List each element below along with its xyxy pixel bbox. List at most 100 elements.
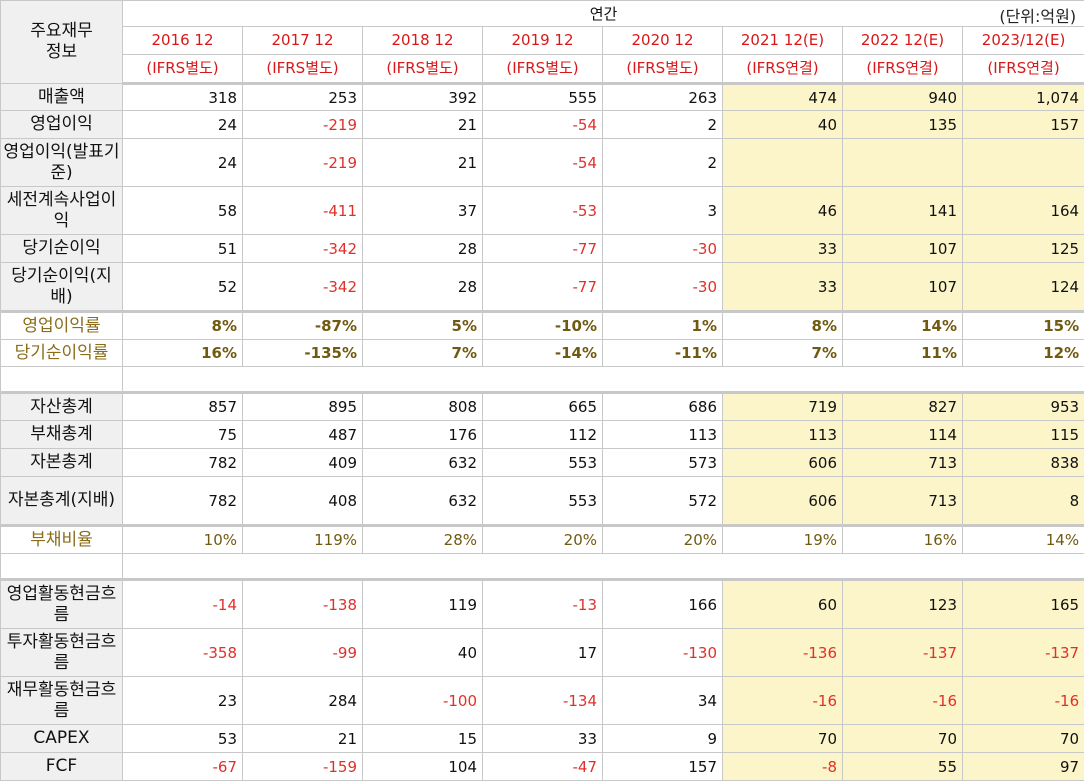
row-label: 자본총계(지배)	[1, 477, 123, 526]
cell-value: 606	[723, 449, 843, 477]
cell-value: -358	[123, 629, 243, 677]
cell-value: -14%	[483, 340, 603, 367]
cell-value: 97	[963, 753, 1084, 781]
cell-value: 75	[123, 421, 243, 449]
cell-value: 408	[243, 477, 363, 526]
spacer-row	[1, 554, 1084, 580]
cell-value: 12%	[963, 340, 1084, 367]
row-label: 투자활동현금흐름	[1, 629, 123, 677]
cell-value: 115	[963, 421, 1084, 449]
cell-value: -11%	[603, 340, 723, 367]
table-title-line2: 정보	[46, 42, 77, 62]
spacer-cell	[1, 554, 123, 580]
row-label: 재무활동현금흐름	[1, 677, 123, 725]
cell-value: 11%	[843, 340, 963, 367]
cell-value: -53	[483, 187, 603, 235]
unit-label: (단위:억원)	[999, 3, 1076, 27]
cell-value	[963, 139, 1084, 187]
period-basis-4: (IFRS별도)	[603, 55, 723, 84]
cell-value: 28	[363, 263, 483, 312]
cell-value: 665	[483, 393, 603, 421]
cell-value: -100	[363, 677, 483, 725]
cell-value: -14	[123, 580, 243, 629]
period-year-2: 2018 12	[363, 27, 483, 55]
cell-value: 119%	[243, 526, 363, 554]
cell-value: 165	[963, 580, 1084, 629]
cell-value: 28%	[363, 526, 483, 554]
cell-value: 7%	[723, 340, 843, 367]
cell-value: 114	[843, 421, 963, 449]
cell-value: 553	[483, 449, 603, 477]
annual-header: 연간 (단위:억원)	[123, 1, 1084, 27]
cell-value: 123	[843, 580, 963, 629]
cell-value: 1,074	[963, 84, 1084, 111]
period-basis-3: (IFRS별도)	[483, 55, 603, 84]
cell-value: 632	[363, 477, 483, 526]
cell-value: 107	[843, 235, 963, 263]
cell-value: 21	[363, 139, 483, 187]
cell-value: 2	[603, 139, 723, 187]
spacer-cell	[123, 554, 243, 580]
cell-value: -54	[483, 139, 603, 187]
cell-value: 719	[723, 393, 843, 421]
row-label: 매출액	[1, 84, 123, 111]
cell-value: 782	[123, 449, 243, 477]
period-basis-2: (IFRS별도)	[363, 55, 483, 84]
cell-value: 8	[963, 477, 1084, 526]
cell-value: 572	[603, 477, 723, 526]
cell-value: 263	[603, 84, 723, 111]
cell-value: 119	[363, 580, 483, 629]
cell-value: 14%	[843, 312, 963, 340]
cell-value: -77	[483, 235, 603, 263]
spacer-row	[1, 367, 1084, 393]
period-basis-0: (IFRS별도)	[123, 55, 243, 84]
cell-value: 9	[603, 725, 723, 753]
row-label: 영업이익률	[1, 312, 123, 340]
cell-value: 318	[123, 84, 243, 111]
cell-value: -67	[123, 753, 243, 781]
cell-value: 46	[723, 187, 843, 235]
cell-value: 40	[363, 629, 483, 677]
cell-value: 474	[723, 84, 843, 111]
cell-value: 70	[723, 725, 843, 753]
cell-value: 70	[963, 725, 1084, 753]
period-year-4: 2020 12	[603, 27, 723, 55]
cell-value: -16	[843, 677, 963, 725]
cell-value: 112	[483, 421, 603, 449]
cell-value: 940	[843, 84, 963, 111]
cell-value: 8%	[723, 312, 843, 340]
cell-value: 5%	[363, 312, 483, 340]
period-year-0: 2016 12	[123, 27, 243, 55]
cell-value: 70	[843, 725, 963, 753]
cell-value: -77	[483, 263, 603, 312]
spacer-cell	[363, 554, 483, 580]
cell-value: -54	[483, 111, 603, 139]
cell-value: 284	[243, 677, 363, 725]
cell-value: -159	[243, 753, 363, 781]
annual-label: 연간	[590, 5, 618, 23]
period-year-5: 2021 12(E)	[723, 27, 843, 55]
row-label: 당기순이익	[1, 235, 123, 263]
cell-value: 28	[363, 235, 483, 263]
cell-value: -16	[723, 677, 843, 725]
spacer-cell	[963, 367, 1084, 393]
cell-value: 104	[363, 753, 483, 781]
cell-value: 113	[603, 421, 723, 449]
cell-value: 20%	[603, 526, 723, 554]
spacer-cell	[243, 367, 363, 393]
cell-value: 37	[363, 187, 483, 235]
cell-value: 553	[483, 477, 603, 526]
cell-value: 10%	[123, 526, 243, 554]
cell-value: -342	[243, 235, 363, 263]
cell-value: 135	[843, 111, 963, 139]
